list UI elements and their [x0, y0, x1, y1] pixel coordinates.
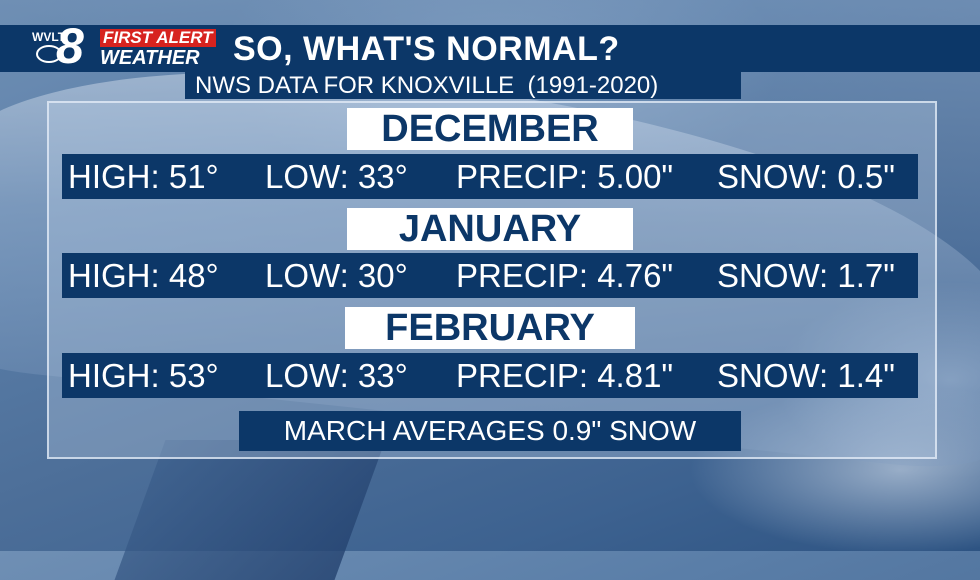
snowfall: SNOW: 0.5" [717, 158, 895, 195]
month-label-february: FEBRUARY [345, 307, 635, 349]
page-subtitle: NWS DATA FOR KNOXVILLE (1991-2020) [195, 72, 659, 99]
cbs-eye-icon [36, 45, 62, 63]
precipitation: PRECIP: 4.76" [456, 257, 674, 294]
channel-number: 8 [56, 18, 84, 74]
snowfall: SNOW: 1.4" [717, 357, 895, 394]
month-label-january: JANUARY [347, 208, 633, 250]
precipitation: PRECIP: 5.00" [456, 158, 674, 195]
weather-brand: WEATHER [100, 47, 200, 69]
station-call-letters: WVLT [32, 30, 66, 44]
low-temp: LOW: 33° [265, 158, 408, 195]
high-temp: HIGH: 48° [68, 257, 219, 294]
low-temp: LOW: 33° [265, 357, 408, 394]
stats-row-january: HIGH: 48° LOW: 30° PRECIP: 4.76" SNOW: 1… [62, 253, 918, 298]
low-temp: LOW: 30° [265, 257, 408, 294]
month-label-december: DECEMBER [347, 108, 633, 150]
stats-row-february: HIGH: 53° LOW: 33° PRECIP: 4.81" SNOW: 1… [62, 353, 918, 398]
high-temp: HIGH: 53° [68, 357, 219, 394]
snowfall: SNOW: 1.7" [717, 257, 895, 294]
first-alert-badge: FIRST ALERT [100, 29, 216, 47]
station-logo: WVLT 8 FIRST ALERT WEATHER [32, 21, 222, 71]
march-snow-footnote: MARCH AVERAGES 0.9" SNOW [239, 411, 741, 451]
high-temp: HIGH: 51° [68, 158, 219, 195]
stats-row-december: HIGH: 51° LOW: 33° PRECIP: 5.00" SNOW: 0… [62, 154, 918, 199]
precipitation: PRECIP: 4.81" [456, 357, 674, 394]
page-title: SO, WHAT'S NORMAL? [233, 30, 620, 68]
subtitle-bar [185, 72, 741, 99]
